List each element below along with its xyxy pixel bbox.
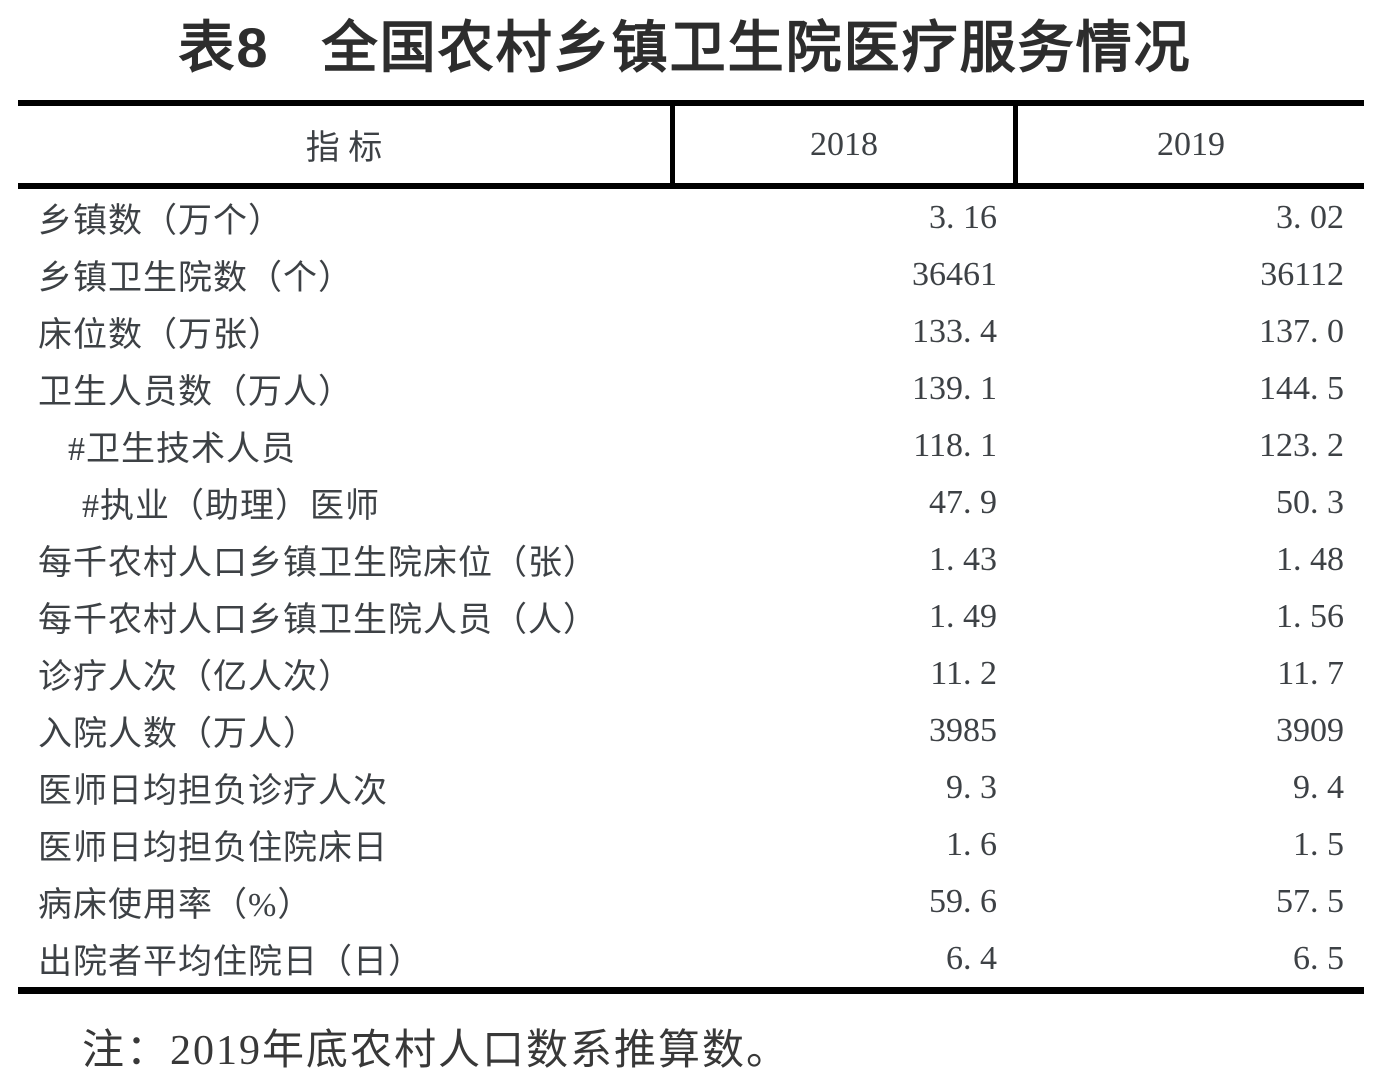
table-row: 卫生人员数（万人） 139. 1 144. 5 (18, 360, 1364, 417)
row-indicator-label: 入院人数（万人） (38, 716, 318, 753)
table-row: #执业（助理）医师 47. 9 50. 3 (18, 474, 1364, 531)
table-number: 表8 (178, 16, 270, 79)
table-row: 入院人数（万人） 3985 3909 (18, 702, 1364, 759)
row-indicator-label: 乡镇数（万个） (38, 203, 283, 240)
row-value-2018: 9. 3 (946, 768, 997, 806)
row-value-2019: 9. 4 (1293, 768, 1344, 806)
row-indicator-label: 出院者平均住院日（日） (38, 944, 423, 981)
row-value-2019: 3. 02 (1276, 198, 1344, 236)
row-value-2019: 1. 48 (1276, 540, 1344, 578)
header-year-2018: 2018 (670, 106, 1018, 183)
row-indicator-label: 诊疗人次（亿人次） (38, 659, 353, 696)
table-row: 出院者平均住院日（日） 6. 4 6. 5 (18, 930, 1364, 987)
header-year-2019: 2019 (1157, 125, 1225, 163)
table-row: 每千农村人口乡镇卫生院人员（人） 1. 49 1. 56 (18, 588, 1364, 645)
row-indicator-label: 医师日均担负住院床日 (38, 830, 388, 867)
row-indicator-label: 每千农村人口乡镇卫生院床位（张） (38, 545, 598, 582)
row-value-2018: 118. 1 (913, 426, 997, 464)
table-header-row: 指 标 2018 2019 (18, 100, 1364, 189)
row-indicator-label: 卫生人员数（万人） (38, 374, 353, 411)
row-indicator-label: 床位数（万张） (38, 317, 283, 354)
row-value-2019: 1. 56 (1276, 597, 1344, 635)
header-indicator: 指 标 (305, 130, 383, 167)
table-title-text: 全国农村乡镇卫生院医疗服务情况 (321, 16, 1192, 79)
row-indicator-label: 病床使用率（%） (38, 887, 313, 924)
row-value-2018: 6. 4 (946, 939, 997, 977)
row-value-2019: 50. 3 (1276, 483, 1344, 521)
row-value-2019: 1. 5 (1293, 825, 1344, 863)
table-row: 乡镇数（万个） 3. 16 3. 02 (18, 189, 1364, 246)
row-indicator-label: 医师日均担负诊疗人次 (38, 773, 388, 810)
footnote: 注：2019年底农村人口数系推算数。 (82, 1028, 791, 1074)
row-value-2018: 59. 6 (929, 882, 997, 920)
row-value-2019: 6. 5 (1293, 939, 1344, 977)
row-value-2018: 1. 43 (929, 540, 997, 578)
row-value-2018: 1. 6 (946, 825, 997, 863)
page-title: 表8 全国农村乡镇卫生院医疗服务情况 (0, 16, 1370, 80)
table-row: 床位数（万张） 133. 4 137. 0 (18, 303, 1364, 360)
row-value-2018: 3. 16 (929, 198, 997, 236)
row-value-2019: 137. 0 (1259, 312, 1344, 350)
row-value-2018: 36461 (912, 255, 997, 293)
row-value-2018: 3985 (929, 711, 997, 749)
table-row: 每千农村人口乡镇卫生院床位（张） 1. 43 1. 48 (18, 531, 1364, 588)
table-row: 乡镇卫生院数（个） 36461 36112 (18, 246, 1364, 303)
row-value-2019: 36112 (1260, 255, 1344, 293)
table-row: 医师日均担负诊疗人次 9. 3 9. 4 (18, 759, 1364, 816)
row-value-2019: 144. 5 (1259, 369, 1344, 407)
row-value-2018: 133. 4 (912, 312, 997, 350)
row-value-2018: 11. 2 (930, 654, 997, 692)
statistics-table: 指 标 2018 2019 乡镇数（万个） 3. 16 3. 02 乡镇卫生院数… (18, 100, 1364, 994)
row-indicator-label: 乡镇卫生院数（个） (38, 260, 353, 297)
row-value-2019: 123. 2 (1259, 426, 1344, 464)
row-value-2019: 11. 7 (1277, 654, 1344, 692)
row-value-2018: 1. 49 (929, 597, 997, 635)
row-indicator-label: 每千农村人口乡镇卫生院人员（人） (38, 602, 598, 639)
table-body: 乡镇数（万个） 3. 16 3. 02 乡镇卫生院数（个） 36461 3611… (18, 189, 1364, 994)
table-row: 医师日均担负住院床日 1. 6 1. 5 (18, 816, 1364, 873)
table-row: 病床使用率（%） 59. 6 57. 5 (18, 873, 1364, 930)
row-indicator-label: #卫生技术人员 (68, 431, 296, 468)
row-value-2019: 3909 (1276, 711, 1344, 749)
table-row: 诊疗人次（亿人次） 11. 2 11. 7 (18, 645, 1364, 702)
row-value-2019: 57. 5 (1276, 882, 1344, 920)
row-indicator-label: #执业（助理）医师 (82, 488, 380, 525)
table-row: #卫生技术人员 118. 1 123. 2 (18, 417, 1364, 474)
row-value-2018: 47. 9 (929, 483, 997, 521)
row-value-2018: 139. 1 (912, 369, 997, 407)
